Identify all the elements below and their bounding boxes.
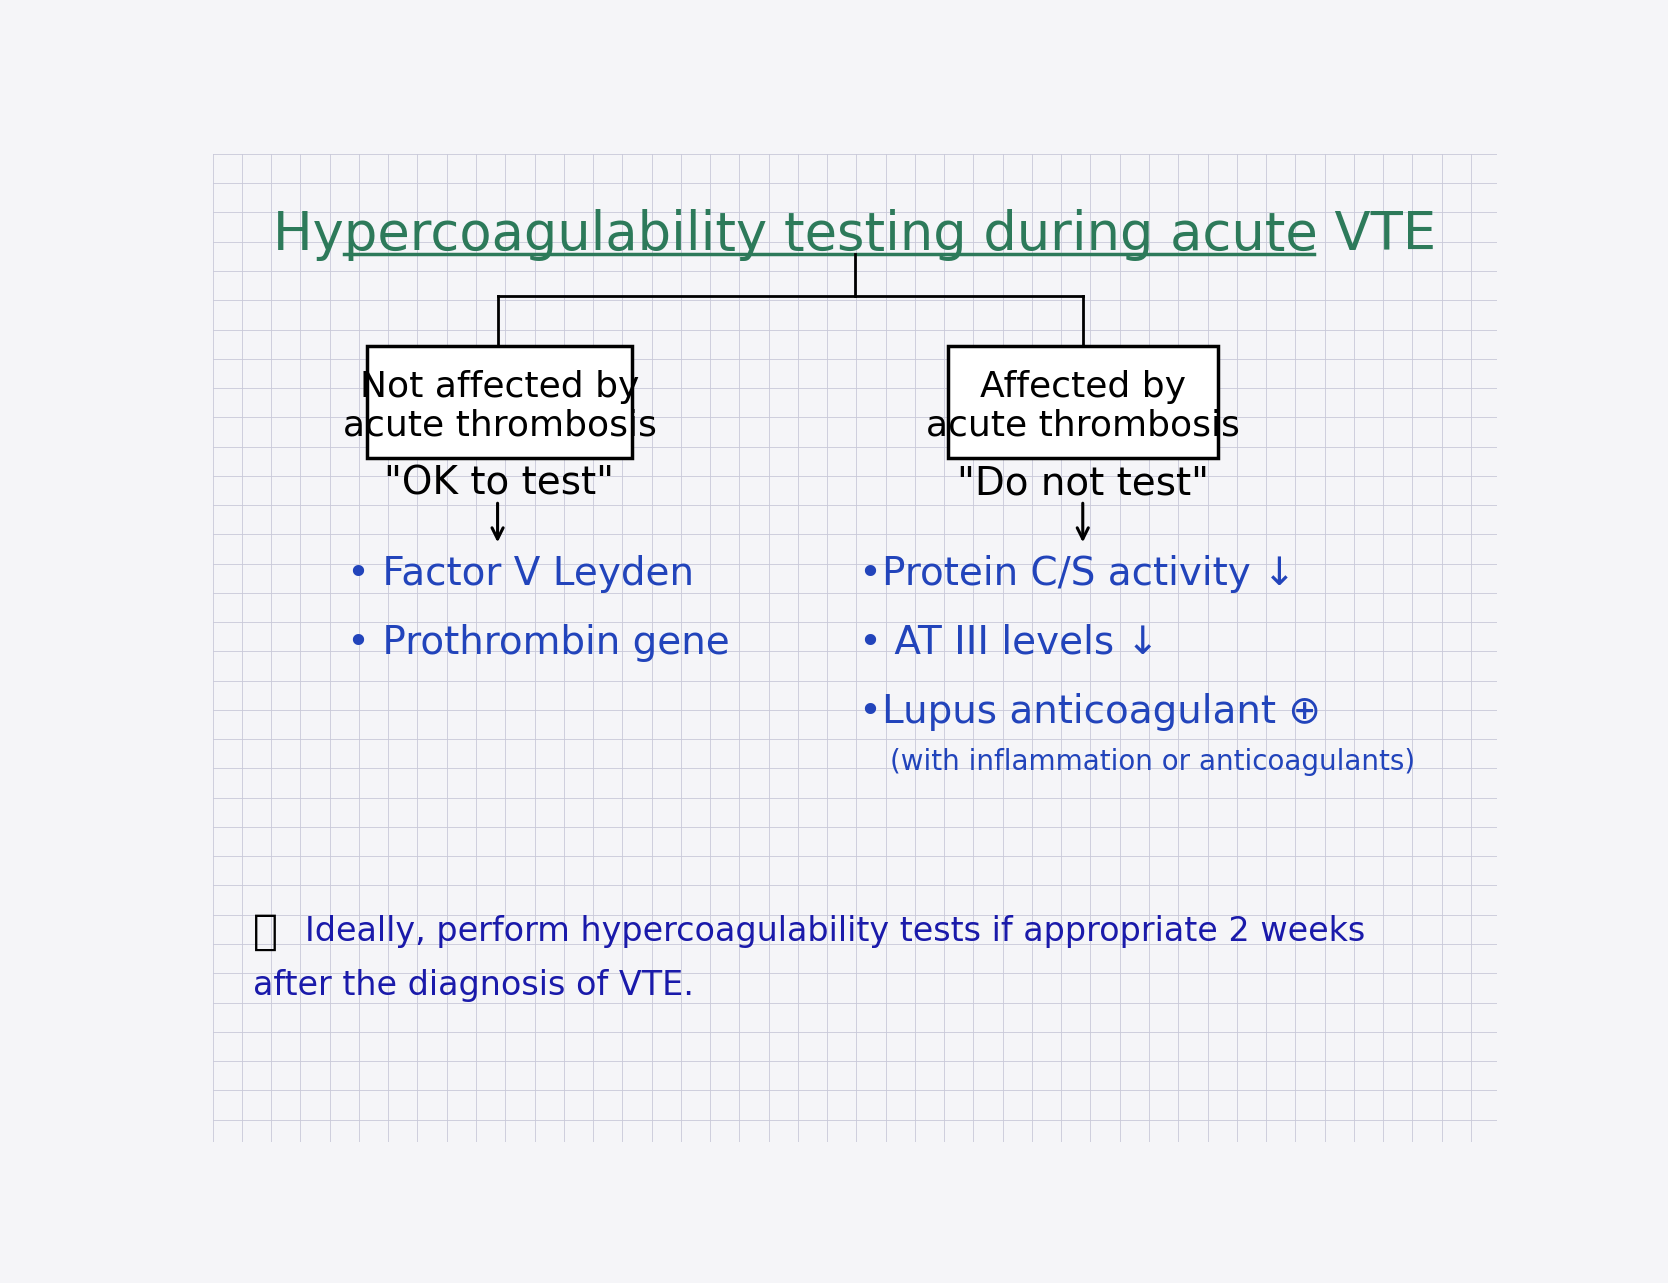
Text: after the diagnosis of VTE.: after the diagnosis of VTE.	[254, 969, 694, 1002]
Text: •Lupus anticoagulant ⊕: •Lupus anticoagulant ⊕	[859, 693, 1321, 731]
Text: •Protein C/S activity ↓: •Protein C/S activity ↓	[859, 554, 1296, 593]
Text: Affected by: Affected by	[979, 370, 1186, 403]
Text: acute thrombosis: acute thrombosis	[342, 408, 657, 443]
Text: (with inflammation or anticoagulants): (with inflammation or anticoagulants)	[891, 748, 1416, 776]
Bar	[947, 346, 1218, 458]
Text: Ideally, perform hypercoagulability tests if appropriate 2 weeks: Ideally, perform hypercoagulability test…	[305, 915, 1366, 948]
Text: acute thrombosis: acute thrombosis	[926, 408, 1239, 443]
Text: • Factor V Leyden: • Factor V Leyden	[347, 554, 694, 593]
Text: "OK to test": "OK to test"	[385, 464, 614, 503]
Bar	[367, 346, 632, 458]
Text: 🔑: 🔑	[254, 911, 277, 953]
Text: "Do not test": "Do not test"	[957, 464, 1209, 503]
Text: • AT III levels ↓: • AT III levels ↓	[859, 624, 1159, 662]
Text: Not affected by: Not affected by	[360, 370, 639, 403]
Text: • Prothrombin gene: • Prothrombin gene	[347, 624, 731, 662]
Text: Hypercoagulability testing during acute VTE: Hypercoagulability testing during acute …	[274, 209, 1436, 260]
